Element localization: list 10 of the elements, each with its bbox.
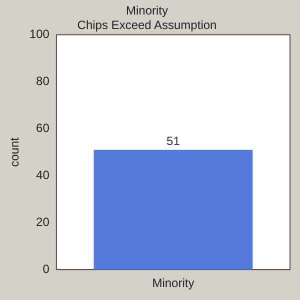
y-tick-label: 40 (36, 168, 50, 182)
y-tick-label: 0 (42, 262, 50, 276)
chart-title: Minority (126, 4, 168, 18)
y-tick-label: 60 (36, 121, 50, 136)
y-tick-label: 80 (36, 74, 50, 88)
y-tick-label: 100 (29, 27, 50, 42)
y-tick-label: 20 (36, 214, 50, 229)
chart-subtitle: Chips Exceed Assumption (77, 18, 217, 32)
data-label: 51 (166, 134, 180, 148)
y-axis-title: count (8, 136, 22, 167)
